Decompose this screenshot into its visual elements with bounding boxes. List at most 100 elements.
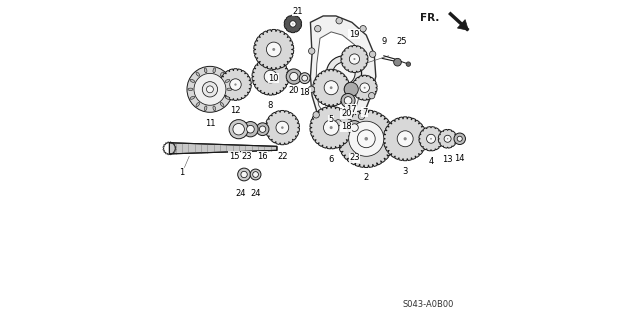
Circle shape	[348, 121, 362, 135]
Text: 23: 23	[241, 152, 252, 161]
Text: 13: 13	[442, 155, 453, 164]
Ellipse shape	[204, 68, 207, 73]
Circle shape	[336, 18, 342, 24]
Polygon shape	[310, 106, 353, 149]
Circle shape	[286, 69, 301, 84]
Polygon shape	[170, 143, 277, 154]
Circle shape	[394, 58, 401, 66]
Polygon shape	[220, 69, 252, 100]
Circle shape	[344, 82, 358, 96]
Text: 7: 7	[362, 108, 367, 117]
Text: 10: 10	[269, 74, 279, 83]
Text: 8: 8	[268, 101, 273, 110]
Polygon shape	[284, 15, 301, 33]
Text: 1: 1	[179, 168, 184, 177]
Circle shape	[357, 130, 375, 148]
Circle shape	[335, 120, 341, 126]
Circle shape	[406, 62, 411, 66]
Circle shape	[323, 120, 339, 135]
Polygon shape	[419, 127, 443, 151]
Text: S043-A0B00: S043-A0B00	[403, 300, 454, 309]
Polygon shape	[438, 130, 457, 148]
Circle shape	[290, 21, 296, 27]
Circle shape	[364, 137, 368, 141]
Circle shape	[187, 66, 233, 112]
Circle shape	[241, 171, 247, 178]
Text: 20: 20	[341, 109, 351, 118]
Circle shape	[447, 138, 448, 139]
Text: 4: 4	[428, 157, 434, 166]
Circle shape	[326, 56, 362, 91]
Text: 18: 18	[300, 88, 310, 97]
Circle shape	[360, 83, 369, 93]
Ellipse shape	[190, 79, 195, 82]
Text: 18: 18	[341, 122, 351, 131]
Circle shape	[444, 135, 451, 142]
Ellipse shape	[188, 88, 193, 91]
Circle shape	[234, 83, 237, 86]
Circle shape	[457, 136, 462, 141]
Polygon shape	[352, 75, 377, 100]
Circle shape	[230, 79, 241, 90]
Polygon shape	[337, 110, 395, 167]
Circle shape	[237, 168, 250, 181]
Circle shape	[430, 138, 432, 140]
Text: 15: 15	[228, 152, 239, 161]
Circle shape	[353, 58, 355, 60]
Circle shape	[341, 93, 355, 108]
Circle shape	[344, 82, 358, 96]
Circle shape	[364, 87, 365, 89]
Circle shape	[202, 82, 218, 97]
Circle shape	[324, 81, 338, 95]
Circle shape	[207, 86, 213, 93]
Circle shape	[369, 51, 376, 57]
Text: FR.: FR.	[420, 12, 440, 23]
Polygon shape	[252, 58, 289, 95]
Text: 3: 3	[403, 167, 408, 176]
Text: 21: 21	[292, 7, 303, 16]
Ellipse shape	[227, 88, 232, 91]
Circle shape	[233, 123, 244, 135]
Text: 22: 22	[277, 152, 287, 161]
Ellipse shape	[190, 96, 195, 99]
Text: 25: 25	[397, 37, 407, 46]
Circle shape	[342, 108, 353, 119]
Circle shape	[333, 62, 355, 85]
Circle shape	[250, 169, 261, 180]
Text: 6: 6	[328, 155, 334, 164]
Polygon shape	[310, 16, 376, 124]
Text: 24: 24	[250, 189, 261, 198]
Circle shape	[351, 124, 358, 131]
Circle shape	[454, 133, 465, 145]
Polygon shape	[383, 117, 427, 161]
Polygon shape	[341, 45, 368, 73]
Text: 24: 24	[235, 189, 246, 198]
Text: 14: 14	[454, 154, 465, 163]
Circle shape	[272, 48, 275, 51]
Circle shape	[349, 121, 384, 156]
Circle shape	[290, 72, 298, 81]
Circle shape	[358, 113, 365, 120]
Polygon shape	[313, 69, 349, 106]
Circle shape	[264, 70, 277, 83]
Circle shape	[276, 121, 289, 134]
Polygon shape	[265, 110, 300, 145]
Text: 23: 23	[349, 153, 360, 162]
Text: 5: 5	[328, 115, 334, 124]
Circle shape	[313, 112, 319, 118]
Circle shape	[256, 123, 269, 136]
Text: 11: 11	[205, 119, 215, 128]
Ellipse shape	[204, 106, 207, 111]
Ellipse shape	[213, 68, 216, 73]
Polygon shape	[316, 32, 362, 118]
Circle shape	[269, 75, 272, 78]
Circle shape	[300, 73, 310, 84]
Circle shape	[229, 120, 248, 139]
Circle shape	[330, 126, 333, 129]
Circle shape	[302, 75, 308, 81]
Ellipse shape	[225, 79, 230, 82]
Ellipse shape	[196, 102, 200, 107]
Text: 19: 19	[349, 30, 360, 39]
Circle shape	[308, 86, 315, 93]
Circle shape	[345, 110, 351, 116]
